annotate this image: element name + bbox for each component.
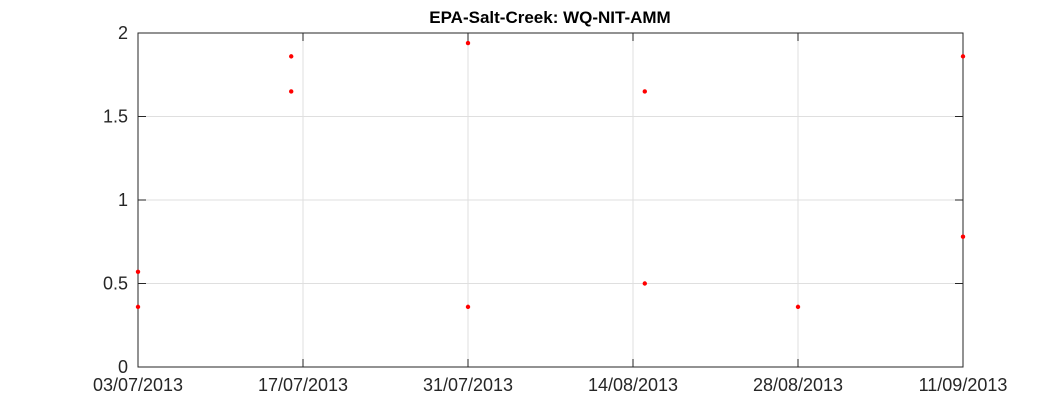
axis-ticks: 03/07/2013 17/07/2013 31/07/2013 14/08/2013… <box>93 23 1007 395</box>
x-tick-label: 14/08/2013 <box>588 375 678 395</box>
data-point <box>289 54 294 59</box>
y-tick-label: 1.5 <box>103 107 128 127</box>
data-point <box>465 304 471 310</box>
data-point <box>642 281 647 286</box>
data-point <box>135 304 141 310</box>
x-tick-label: 31/07/2013 <box>423 375 513 395</box>
data-point <box>960 54 966 59</box>
chart-title: EPA-Salt-Creek: WQ-NIT-AMM <box>429 8 670 27</box>
x-tick-label: 28/08/2013 <box>753 375 843 395</box>
data-point <box>289 89 294 94</box>
y-tick-label: 0.5 <box>103 274 128 294</box>
y-tick-label: 0 <box>118 357 128 377</box>
data-point <box>135 269 141 275</box>
y-tick-label: 1 <box>118 190 128 210</box>
y-tick-label: 2 <box>118 23 128 43</box>
data-point <box>642 89 647 94</box>
data-points <box>135 40 966 310</box>
data-point <box>795 304 801 310</box>
x-tick-label: 17/07/2013 <box>258 375 348 395</box>
x-tick-label: 11/09/2013 <box>919 375 1008 395</box>
grid-lines <box>137 32 964 368</box>
x-tick-label: 03/07/2013 <box>93 375 183 395</box>
data-point <box>960 234 966 239</box>
data-point <box>465 40 471 46</box>
